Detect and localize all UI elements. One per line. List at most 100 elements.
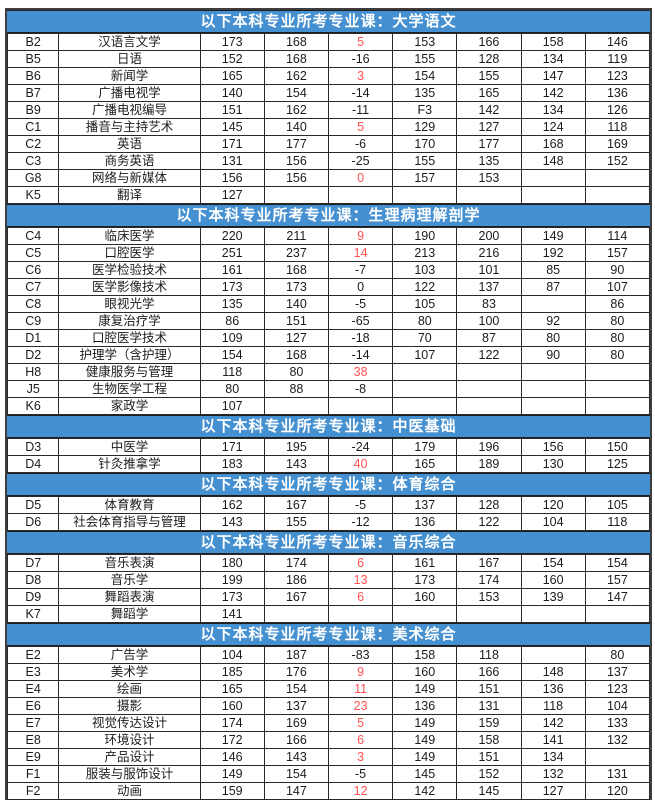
score-cell: 170	[392, 135, 458, 153]
major-name-cell: 绘画	[58, 680, 201, 698]
table-row: J5 生物医学工程 80 88 -8	[6, 380, 651, 398]
score-cell: 161	[199, 261, 265, 279]
code-cell: E3	[6, 663, 60, 681]
code-cell: D3	[6, 438, 60, 456]
score-table: 以下本科专业所考专业课：大学语文 B2 汉语言文学 173 168 5 153 166 158 1…	[5, 8, 652, 800]
table-row: E2 广告学 104 187 -83 158 118 80	[6, 646, 651, 664]
code-cell: F1	[6, 765, 60, 783]
score-cell: 151	[456, 748, 522, 766]
table-row: K5 翻译 127	[6, 186, 651, 204]
score-cell: 87	[456, 329, 522, 347]
table-row: K7 舞蹈学 141	[6, 605, 651, 623]
score-cell: 192	[520, 244, 586, 262]
score-cell	[392, 380, 458, 398]
code-cell: D8	[6, 571, 60, 589]
score-cell: 154	[263, 680, 329, 698]
score-cell	[456, 397, 522, 415]
score-cell: 162	[199, 496, 265, 514]
score-cell: 220	[199, 227, 265, 245]
score-cell: 12	[327, 782, 394, 800]
major-name-cell: 临床医学	[58, 227, 201, 245]
score-cell: 104	[584, 697, 651, 715]
score-cell: 158	[392, 646, 458, 664]
score-cell	[520, 605, 586, 623]
code-cell: C1	[6, 118, 60, 136]
major-name-cell: 康复治疗学	[58, 312, 201, 330]
score-cell	[520, 169, 586, 187]
score-cell: 118	[199, 363, 265, 381]
score-cell: 156	[263, 152, 329, 170]
score-cell: 157	[392, 169, 458, 187]
score-cell	[263, 186, 329, 204]
major-name-cell: 广告学	[58, 646, 201, 664]
score-cell: 6	[327, 588, 394, 606]
score-cell: 3	[327, 748, 394, 766]
table-row: G8 网络与新媒体 156 156 0 157 153	[6, 169, 651, 187]
score-cell: 100	[456, 312, 522, 330]
table-row: C9 康复治疗学 86 151 -65 80 100 92 80	[6, 312, 651, 330]
score-cell: 86	[584, 295, 651, 313]
score-cell: 135	[456, 152, 522, 170]
code-cell: C7	[6, 278, 60, 296]
score-cell: 136	[520, 680, 586, 698]
code-cell: G8	[6, 169, 60, 187]
score-cell: 141	[199, 605, 265, 623]
score-cell	[392, 397, 458, 415]
code-cell: C8	[6, 295, 60, 313]
score-cell: 80	[584, 646, 651, 664]
score-cell: 11	[327, 680, 394, 698]
score-cell: 168	[263, 261, 329, 279]
score-cell: -5	[327, 765, 394, 783]
table-row: D5 体育教育 162 167 -5 137 128 120 105	[6, 496, 651, 514]
score-cell: 40	[327, 455, 394, 473]
score-cell	[263, 397, 329, 415]
score-cell	[584, 605, 651, 623]
score-cell: 80	[520, 329, 586, 347]
score-cell: F3	[392, 101, 458, 119]
major-name-cell: 英语	[58, 135, 201, 153]
major-name-cell: 产品设计	[58, 748, 201, 766]
score-cell: 0	[327, 278, 394, 296]
score-cell: 140	[263, 118, 329, 136]
score-cell: 137	[456, 278, 522, 296]
score-cell: 103	[392, 261, 458, 279]
score-cell: 146	[199, 748, 265, 766]
code-cell: C6	[6, 261, 60, 279]
score-cell: 196	[456, 438, 522, 456]
code-cell: B9	[6, 101, 60, 119]
table-row: D7 音乐表演 180 174 6 161 167 154 154	[6, 554, 651, 572]
score-cell: -18	[327, 329, 394, 347]
table-row: C7 医学影像技术 173 173 0 122 137 87 107	[6, 278, 651, 296]
score-cell: 160	[392, 588, 458, 606]
major-name-cell: 舞蹈表演	[58, 588, 201, 606]
score-cell: 145	[199, 118, 265, 136]
major-name-cell: 生物医学工程	[58, 380, 201, 398]
score-cell: 173	[263, 278, 329, 296]
score-cell: 195	[263, 438, 329, 456]
section-table: D3 中医学 171 195 -24 179 196 156 150 D4 针灸推拿学 183 143 4…	[6, 438, 651, 473]
code-cell: E9	[6, 748, 60, 766]
score-cell: 169	[263, 714, 329, 732]
score-cell: 140	[263, 295, 329, 313]
major-name-cell: 新闻学	[58, 67, 201, 85]
score-cell: 122	[392, 278, 458, 296]
score-cell: 6	[327, 731, 394, 749]
score-cell	[584, 186, 651, 204]
code-cell: B7	[6, 84, 60, 102]
score-cell: 23	[327, 697, 394, 715]
score-cell: -14	[327, 84, 394, 102]
major-name-cell: 日语	[58, 50, 201, 68]
score-cell: 173	[199, 33, 265, 51]
score-cell: 88	[263, 380, 329, 398]
major-name-cell: 口腔医学技术	[58, 329, 201, 347]
score-cell: 70	[392, 329, 458, 347]
table-row: C4 临床医学 220 211 9 190 200 149 114	[6, 227, 651, 245]
major-name-cell: 环境设计	[58, 731, 201, 749]
table-row: D9 舞蹈表演 173 167 6 160 153 139 147	[6, 588, 651, 606]
score-cell: 168	[263, 33, 329, 51]
code-cell: D5	[6, 496, 60, 514]
score-cell: 154	[584, 554, 651, 572]
score-cell: 142	[392, 782, 458, 800]
score-cell: 90	[584, 261, 651, 279]
score-cell: 173	[199, 588, 265, 606]
